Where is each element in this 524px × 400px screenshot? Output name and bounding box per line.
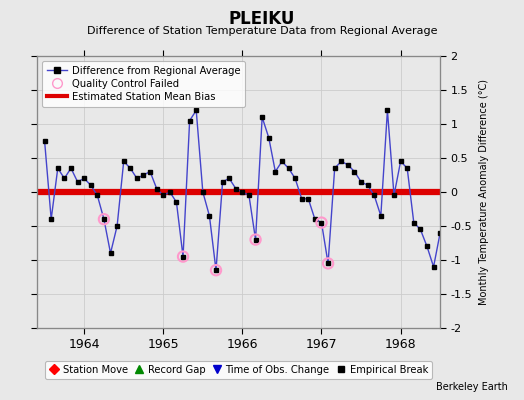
Text: Difference of Station Temperature Data from Regional Average: Difference of Station Temperature Data f… bbox=[87, 26, 437, 36]
Point bbox=[179, 254, 187, 260]
Text: PLEIKU: PLEIKU bbox=[229, 10, 295, 28]
Point bbox=[252, 236, 260, 243]
Point bbox=[212, 267, 220, 274]
Y-axis label: Monthly Temperature Anomaly Difference (°C): Monthly Temperature Anomaly Difference (… bbox=[479, 79, 489, 305]
Text: Berkeley Earth: Berkeley Earth bbox=[436, 382, 508, 392]
Legend: Station Move, Record Gap, Time of Obs. Change, Empirical Break: Station Move, Record Gap, Time of Obs. C… bbox=[45, 361, 432, 379]
Point bbox=[324, 260, 332, 266]
Point bbox=[318, 219, 326, 226]
Point bbox=[100, 216, 108, 222]
